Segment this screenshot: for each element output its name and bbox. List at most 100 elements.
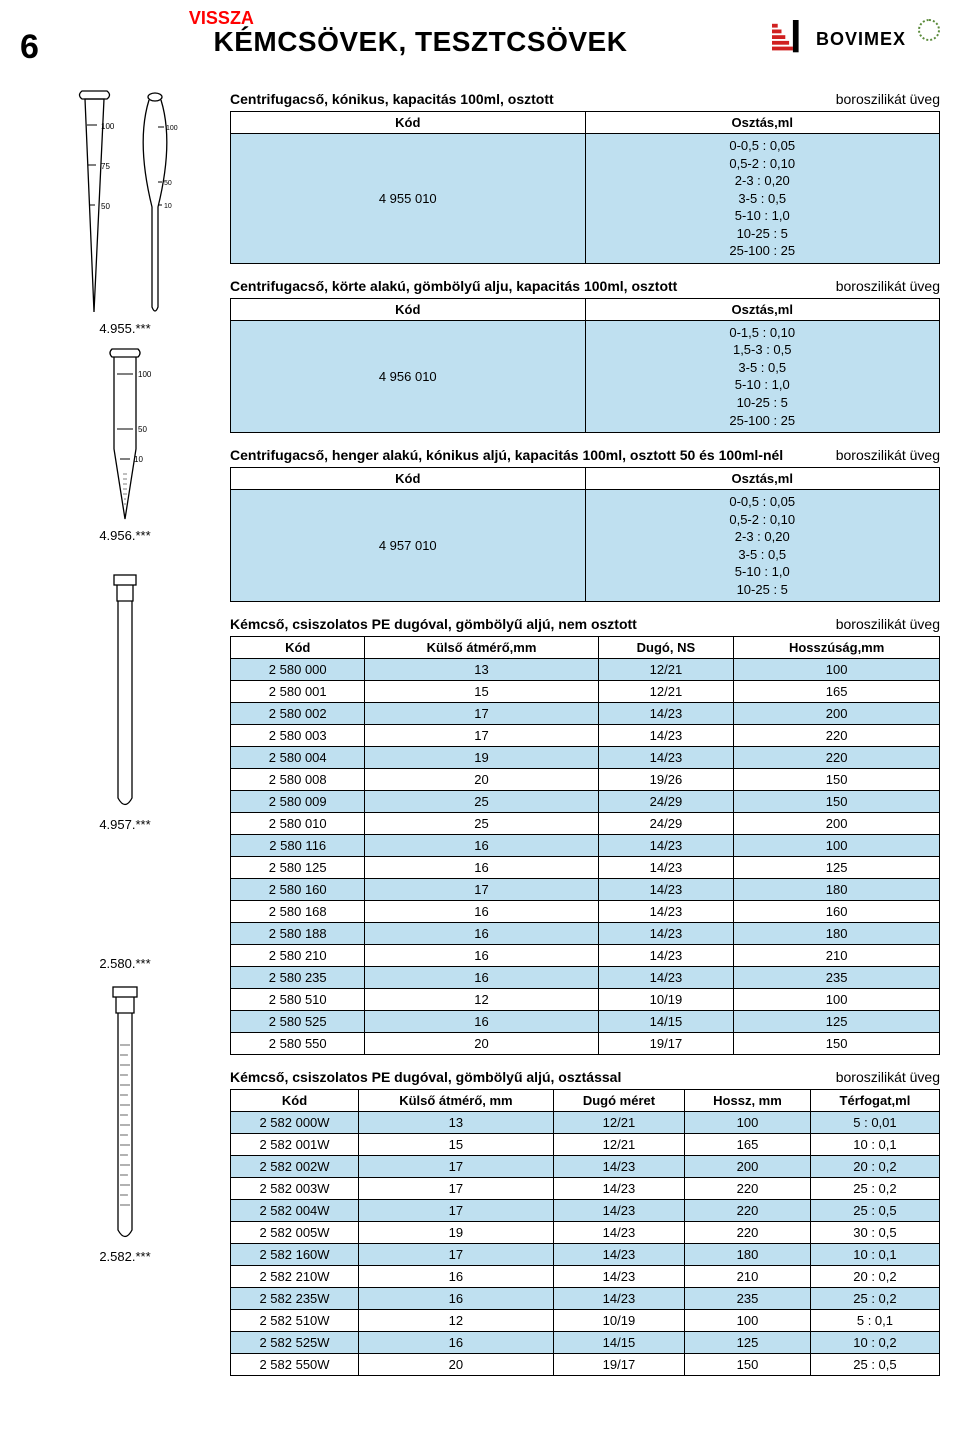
table-cell: 17: [365, 725, 598, 747]
table-cell: 14/23: [598, 703, 734, 725]
table-cell: 2 580 510: [231, 989, 365, 1011]
table-row: 4 955 010 0-0,5 : 0,05 0,5-2 : 0,10 2-3 …: [231, 134, 940, 264]
svg-text:75: 75: [101, 162, 110, 171]
table-cell: 2 580 008: [231, 769, 365, 791]
table-cell: 12: [365, 989, 598, 1011]
table-cell: 10 : 0,2: [810, 1332, 939, 1354]
table-row: 2 582 005W1914/2322030 : 0,5: [231, 1222, 940, 1244]
table-cell: 14/15: [598, 1011, 734, 1033]
table-row: 2 582 002W1714/2320020 : 0,2: [231, 1156, 940, 1178]
table-cell: 12/21: [598, 681, 734, 703]
table-cell: 2 582 000W: [231, 1112, 359, 1134]
table-row: 2 580 1251614/23125: [231, 857, 940, 879]
table-cell: 2 580 525: [231, 1011, 365, 1033]
table-cell: 15: [359, 1134, 554, 1156]
table-cell: 2 580 125: [231, 857, 365, 879]
table-row: 2 580 1881614/23180: [231, 923, 940, 945]
table-cell: 125: [734, 857, 940, 879]
table-cell: 165: [734, 681, 940, 703]
table-cell: 24/29: [598, 791, 734, 813]
table-cell: 200: [734, 813, 940, 835]
table-row: 2 580 0041914/23220: [231, 747, 940, 769]
brand-name: BOVIMEX: [816, 29, 906, 50]
table-row: 2 582 550W2019/1715025 : 0,5: [231, 1354, 940, 1376]
table-cell: 14/23: [598, 835, 734, 857]
table-cell: 100: [734, 835, 940, 857]
table-cell: 2 582 004W: [231, 1200, 359, 1222]
table-cell: 180: [734, 879, 940, 901]
table-cell: 24/29: [598, 813, 734, 835]
test-tube-graduated-icon: [100, 985, 150, 1245]
table-header: Kód: [231, 1090, 359, 1112]
table-header: Hosszúság,mm: [734, 637, 940, 659]
page-title: KÉMCSÖVEK, TESZTCSÖVEK: [69, 26, 772, 58]
table-sec4: KódKülső átmérő,mmDugó, NSHosszúság,mm 2…: [230, 636, 940, 1055]
table-cell: 25 : 0,5: [810, 1200, 939, 1222]
table-cell: 220: [685, 1222, 811, 1244]
table-cell: 14/23: [598, 747, 734, 769]
table-row: 2 580 0031714/23220: [231, 725, 940, 747]
table-cell: 14/23: [553, 1288, 684, 1310]
section-heading: Kémcső, csiszolatos PE dugóval, gömbölyű…: [230, 616, 940, 632]
table-cell: 2 580 116: [231, 835, 365, 857]
table-row: 2 582 235W1614/2323525 : 0,2: [231, 1288, 940, 1310]
table-cell: 17: [359, 1156, 554, 1178]
test-tube-stopper-icon: [100, 573, 150, 813]
table-row: 2 580 1601714/23180: [231, 879, 940, 901]
table-cell: 14/23: [598, 967, 734, 989]
table-cell: 19/26: [598, 769, 734, 791]
table-cell: 180: [734, 923, 940, 945]
table-cell: 12/21: [598, 659, 734, 681]
table-row: 4 957 010 0-0,5 : 0,05 0,5-2 : 0,10 2-3 …: [231, 490, 940, 602]
svg-text:100: 100: [101, 122, 115, 131]
table-cell: 2 582 001W: [231, 1134, 359, 1156]
table-row: 2 582 160W1714/2318010 : 0,1: [231, 1244, 940, 1266]
table-cell: 100: [685, 1112, 811, 1134]
table-cell: 125: [685, 1332, 811, 1354]
table-cell: 12: [359, 1310, 554, 1332]
material-label: boroszilikát üveg: [836, 278, 940, 294]
table-row: 2 582 510W1210/191005 : 0,1: [231, 1310, 940, 1332]
table-sec3: Kód Osztás,ml 4 957 010 0-0,5 : 0,05 0,5…: [230, 467, 940, 602]
section-heading: Centrifugacső, körte alakú, gömbölyű alj…: [230, 278, 940, 294]
table-cell: 0-0,5 : 0,05 0,5-2 : 0,10 2-3 : 0,20 3-5…: [585, 134, 940, 264]
section-heading: Centrifugacső, kónikus, kapacitás 100ml,…: [230, 91, 940, 107]
table-cell: 2 580 002: [231, 703, 365, 725]
svg-text:100: 100: [138, 370, 152, 379]
table-cell: 165: [685, 1134, 811, 1156]
material-label: boroszilikát üveg: [836, 91, 940, 107]
table-cell: 14/23: [553, 1200, 684, 1222]
table-cell: 14/23: [553, 1244, 684, 1266]
table-cell: 10 : 0,1: [810, 1134, 939, 1156]
table-sec1: Kód Osztás,ml 4 955 010 0-0,5 : 0,05 0,5…: [230, 111, 940, 264]
table-header: Osztás,ml: [585, 112, 940, 134]
table-cell: 25: [365, 813, 598, 835]
table-cell: 2 582 235W: [231, 1288, 359, 1310]
section-title: Kémcső, csiszolatos PE dugóval, gömbölyű…: [230, 616, 637, 632]
table-cell: 25 : 0,2: [810, 1288, 939, 1310]
table-cell: 16: [359, 1332, 554, 1354]
table-cell: 2 580 009: [231, 791, 365, 813]
table-cell: 10/19: [553, 1310, 684, 1332]
table-cell: 25 : 0,2: [810, 1178, 939, 1200]
table-cell: 16: [359, 1266, 554, 1288]
back-link[interactable]: VISSZA: [189, 8, 254, 29]
section-title: Kémcső, csiszolatos PE dugóval, gömbölyű…: [230, 1069, 621, 1085]
table-cell: 2 580 003: [231, 725, 365, 747]
table-header: Kód: [231, 298, 586, 320]
table-header: Dugó méret: [553, 1090, 684, 1112]
table-cell: 210: [685, 1266, 811, 1288]
table-cell: 19/17: [598, 1033, 734, 1055]
table-cell: 2 580 000: [231, 659, 365, 681]
table-cell: 10/19: [598, 989, 734, 1011]
section-heading: Kémcső, csiszolatos PE dugóval, gömbölyű…: [230, 1069, 940, 1085]
table-cell: 17: [359, 1244, 554, 1266]
svg-text:10: 10: [164, 203, 172, 210]
table-row: 2 580 2351614/23235: [231, 967, 940, 989]
table-row: 2 580 0102524/29200: [231, 813, 940, 835]
bovimex-logo-icon: [772, 20, 810, 58]
table-cell: 16: [365, 945, 598, 967]
table-header: Kód: [231, 468, 586, 490]
centrifuge-tube-pear-icon: 100 50 10: [128, 87, 183, 317]
table-cell: 16: [365, 857, 598, 879]
